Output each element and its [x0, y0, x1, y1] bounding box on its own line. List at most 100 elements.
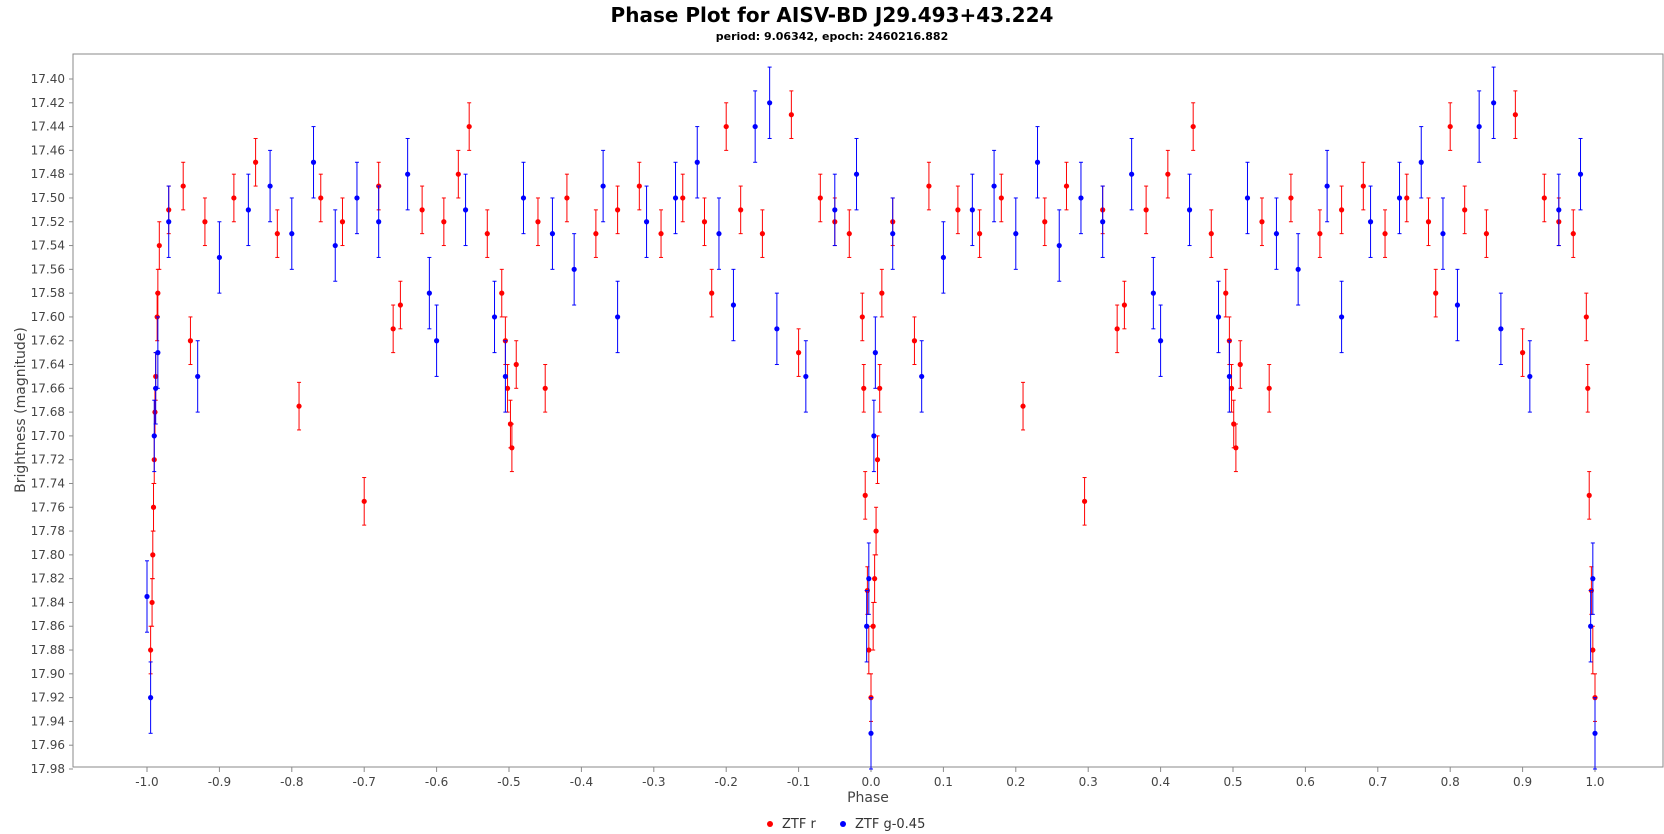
data-point [155, 350, 161, 356]
data-point [1129, 171, 1135, 177]
x-tick-label: 0.5 [1223, 775, 1242, 789]
data-point [955, 207, 961, 213]
data-point [339, 219, 346, 225]
data-point [752, 123, 758, 130]
data-point [153, 385, 159, 391]
data-point [434, 338, 440, 344]
y-tick-label: 17.62 [31, 334, 65, 348]
data-point [871, 433, 877, 439]
x-tick-label: -0.7 [352, 775, 375, 789]
chart-subtitle: period: 9.06342, epoch: 2460216.882 [716, 30, 949, 43]
x-tick-label: 0.4 [1151, 775, 1170, 789]
data-point [1208, 231, 1214, 237]
data-point [862, 492, 868, 498]
y-tick-label: 17.60 [31, 310, 65, 324]
x-tick-label: -1.0 [135, 775, 158, 789]
y-tick-label: 17.58 [31, 286, 65, 300]
x-tick-label: 0.6 [1296, 775, 1315, 789]
data-point [890, 231, 896, 237]
data-point [1317, 231, 1323, 237]
data-point [1583, 314, 1589, 320]
data-point [853, 171, 860, 177]
data-point [332, 242, 338, 249]
data-point [354, 195, 360, 201]
series-layer [144, 66, 1598, 770]
data-point [1418, 159, 1424, 165]
data-point [1288, 195, 1294, 201]
data-point [267, 183, 273, 189]
data-point [1462, 207, 1468, 213]
data-point [1273, 231, 1280, 237]
data-point [1556, 207, 1562, 213]
y-tick-label: 17.82 [31, 572, 65, 586]
y-tick-label: 17.64 [31, 358, 65, 372]
data-point [296, 403, 302, 409]
data-point [1527, 373, 1533, 380]
data-point [1233, 445, 1239, 451]
data-point [694, 159, 700, 165]
data-point [1447, 123, 1453, 130]
data-point [1586, 492, 1592, 498]
y-tick-label: 17.70 [31, 429, 65, 443]
data-point [672, 195, 679, 201]
data-point [151, 433, 157, 439]
data-point [390, 326, 396, 332]
data-point [152, 409, 158, 415]
data-point [1114, 326, 1120, 332]
data-point [1121, 302, 1127, 308]
data-point [148, 647, 154, 653]
x-tick-label: 0.0 [861, 775, 880, 789]
data-point [1404, 195, 1410, 201]
data-point [1577, 171, 1584, 177]
data-point [759, 231, 766, 237]
data-point [1063, 183, 1070, 189]
data-point [1520, 350, 1526, 356]
data-point [991, 183, 997, 189]
data-point [866, 647, 872, 653]
data-point [441, 219, 447, 225]
data-point [1491, 100, 1497, 106]
data-point [730, 302, 737, 308]
data-point [919, 373, 925, 380]
data-point [1231, 421, 1237, 427]
data-point [1215, 314, 1222, 320]
data-point [600, 183, 606, 189]
data-point [1100, 219, 1106, 225]
data-point [1056, 242, 1062, 249]
data-point [549, 231, 556, 237]
data-point [1360, 183, 1366, 189]
data-point [774, 326, 780, 332]
data-point [1570, 231, 1576, 237]
legend: ZTF r ZTF g-0.45 [767, 817, 925, 832]
data-point [1382, 231, 1388, 237]
data-point [873, 528, 879, 534]
data-point [156, 242, 162, 249]
data-point [861, 385, 867, 391]
data-point [245, 207, 251, 213]
x-axis-ticks: -1.0 -0.9 -0.8 -0.7 -0.6 -0.5 -0.4 -0.3 -0.2 -0.1… [135, 767, 1605, 789]
y-tick-label: 17.72 [31, 453, 65, 467]
data-point [738, 207, 744, 213]
x-axis-label: Phase [847, 790, 889, 806]
data-point [998, 195, 1004, 201]
y-tick-label: 17.42 [31, 96, 65, 110]
data-point [405, 171, 411, 177]
data-point [636, 183, 642, 189]
data-point [868, 730, 874, 736]
x-tick-label: -0.4 [570, 775, 593, 789]
data-point [149, 599, 155, 606]
data-point [859, 314, 865, 320]
data-point [150, 552, 156, 558]
data-point [716, 231, 722, 237]
data-point [872, 576, 878, 582]
data-point [1266, 385, 1272, 391]
data-point [542, 385, 548, 391]
x-tick-label: -0.9 [208, 775, 231, 789]
data-point [658, 231, 664, 237]
data-point [1143, 207, 1149, 213]
data-point [376, 219, 382, 225]
data-point [231, 195, 237, 201]
data-point [491, 314, 498, 320]
data-point [926, 183, 932, 189]
data-point [1223, 290, 1229, 296]
